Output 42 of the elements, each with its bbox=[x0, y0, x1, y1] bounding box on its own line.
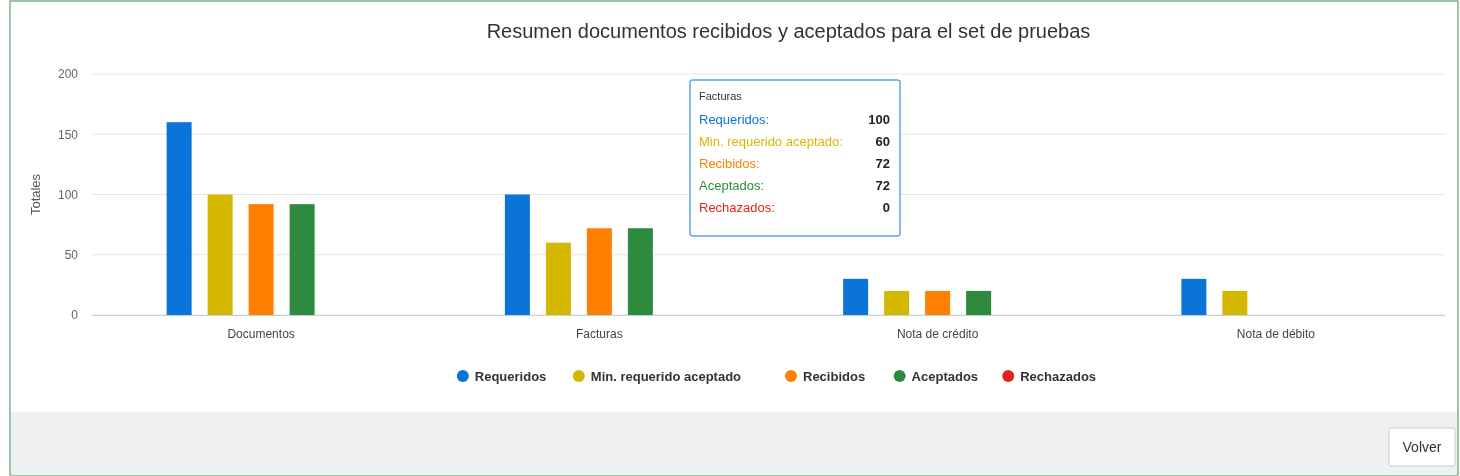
annotation: 100 bbox=[868, 112, 890, 127]
bar bbox=[1181, 278, 1207, 315]
legend-label: Rechazados bbox=[1020, 369, 1097, 384]
bar bbox=[627, 228, 653, 315]
bar bbox=[248, 204, 274, 315]
legend-label: Min. requerido aceptado bbox=[590, 369, 742, 384]
annotation: 72 bbox=[875, 156, 890, 171]
y-tick-label: 50 bbox=[64, 248, 79, 263]
bar bbox=[545, 242, 571, 315]
x-tick-label: Nota de débito bbox=[1236, 326, 1316, 341]
bar bbox=[166, 122, 192, 315]
y-axis-title: Totales bbox=[28, 173, 43, 216]
annotation: Min. requerido aceptado: bbox=[699, 134, 843, 149]
annotation: Aceptados: bbox=[699, 178, 765, 193]
annotation: Rechazados: bbox=[699, 200, 775, 215]
legend-label: Aceptados bbox=[911, 369, 979, 384]
legend-label: Requeridos bbox=[474, 369, 547, 384]
chart-title: Resumen documentos recibidos y aceptados para el set de pruebas bbox=[486, 20, 1091, 42]
y-tick-label: 0 bbox=[71, 308, 79, 323]
x-tick-label: Documentos bbox=[227, 326, 295, 341]
bar bbox=[884, 290, 910, 315]
annotation: Recibidos: bbox=[699, 156, 760, 171]
annotation: 60 bbox=[875, 134, 890, 149]
bar bbox=[843, 278, 869, 315]
legend-label: Recibidos bbox=[803, 369, 866, 384]
annotation: Requeridos: bbox=[699, 112, 770, 127]
bar bbox=[207, 194, 233, 315]
y-tick-label: 100 bbox=[57, 187, 79, 202]
bar bbox=[586, 228, 612, 315]
y-tick-label: 150 bbox=[57, 127, 79, 142]
bar bbox=[504, 194, 530, 315]
x-tick-label: Nota de crédito bbox=[896, 326, 979, 341]
volver-button: Volver bbox=[1388, 427, 1456, 467]
y-tick-label: 200 bbox=[57, 67, 79, 82]
x-tick-label: Facturas bbox=[576, 326, 623, 341]
annotation: 72 bbox=[875, 178, 890, 193]
annotation: 0 bbox=[882, 200, 890, 215]
bar bbox=[289, 204, 315, 315]
bar bbox=[925, 290, 951, 315]
bar bbox=[1222, 290, 1248, 315]
annotation: Facturas bbox=[699, 90, 743, 102]
bar bbox=[966, 290, 992, 315]
